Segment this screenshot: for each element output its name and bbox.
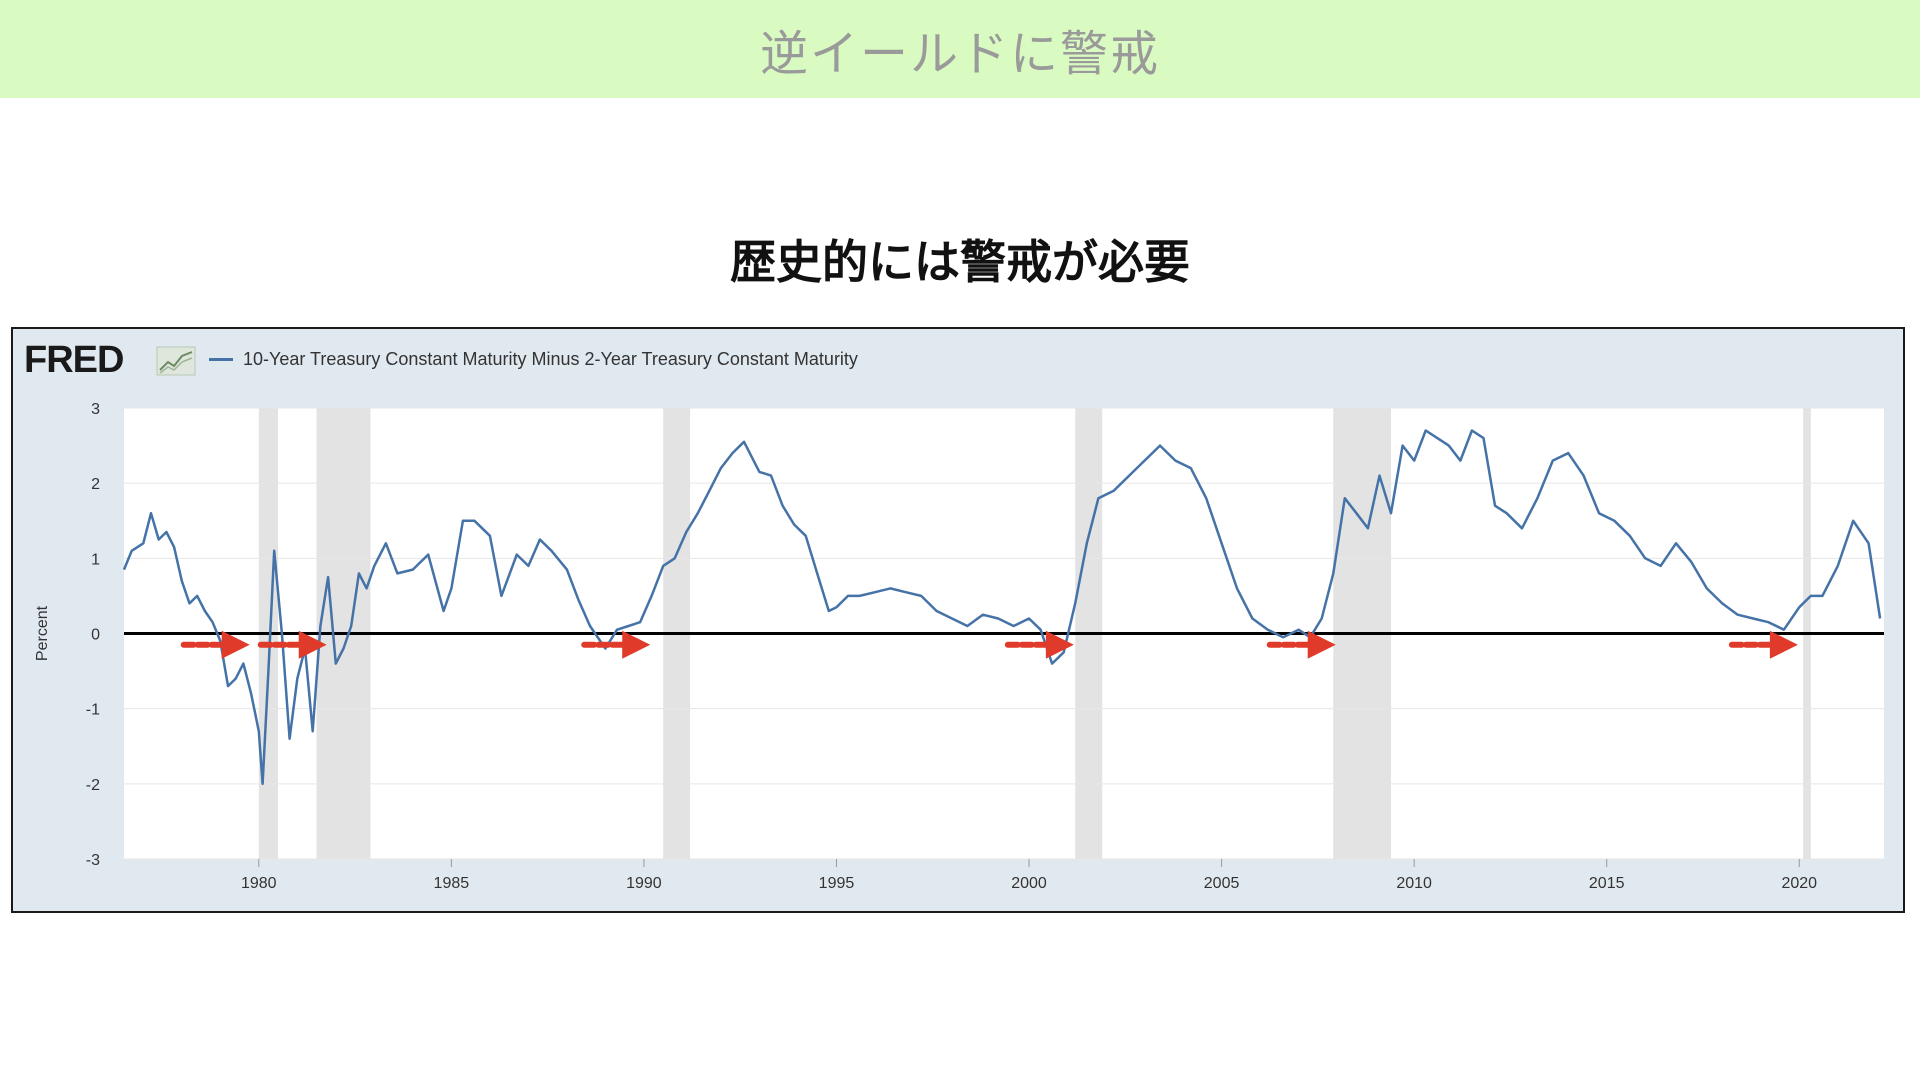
inversion-arrow-head: [1045, 630, 1074, 659]
x-tick-label: 1990: [626, 875, 662, 892]
fred-logo: FRED: [24, 339, 124, 381]
x-tick-label: 2010: [1396, 875, 1432, 892]
inversion-arrow-head: [1307, 630, 1336, 659]
series-line: [122, 429, 1882, 786]
x-tick-label: 1985: [434, 875, 470, 892]
legend-label: 10-Year Treasury Constant Maturity Minus…: [243, 349, 858, 369]
fred-line-chart-icon: [156, 346, 196, 376]
y-tick-label: 3: [91, 401, 100, 418]
x-tick-label: 2020: [1781, 875, 1817, 892]
y-tick-label: 0: [91, 627, 100, 644]
inversion-arrow-head: [221, 630, 250, 659]
y-tick-label: -3: [86, 852, 100, 869]
header-title: 逆イールドに警戒: [759, 26, 1160, 82]
inversion-arrow-head: [1769, 630, 1798, 659]
chart-plot: -3 -2 -1 0 1 2 3 1980 1985 1990 1995 2000 2005 2010 20…: [34, 401, 1884, 892]
x-tick-label: 1980: [241, 875, 277, 892]
chart-legend: 10-Year Treasury Constant Maturity Minus…: [209, 349, 858, 370]
inversion-arrow-head: [298, 630, 327, 659]
y-tick-label: 2: [91, 476, 100, 493]
y-axis-label: Percent: [34, 605, 51, 661]
x-tick-label: 2005: [1204, 875, 1240, 892]
inversion-arrow-head: [622, 630, 651, 659]
y-tick-label: -1: [86, 702, 100, 719]
slide-subtitle: 歴史的には警戒が必要: [730, 235, 1190, 289]
header-banner: 逆イールドに警戒: [0, 0, 1920, 98]
x-tick-label: 2015: [1589, 875, 1625, 892]
x-tick-label: 1995: [819, 875, 855, 892]
legend-swatch: [209, 358, 233, 361]
y-tick-label: -2: [86, 777, 100, 794]
y-tick-label: 1: [91, 551, 100, 568]
fred-chart-frame: -3 -2 -1 0 1 2 3 1980 1985 1990 1995 2000 2005 2010 20…: [11, 327, 1905, 913]
x-tick-label: 2000: [1011, 875, 1047, 892]
